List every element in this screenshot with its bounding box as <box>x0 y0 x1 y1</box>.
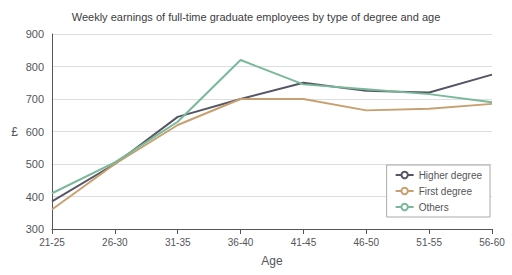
svg-text:41-45: 41-45 <box>291 237 317 248</box>
svg-text:46-50: 46-50 <box>353 237 379 248</box>
svg-text:36-40: 36-40 <box>228 237 254 248</box>
svg-text:56-60: 56-60 <box>479 237 505 248</box>
svg-text:31-35: 31-35 <box>165 237 191 248</box>
svg-text:Age: Age <box>261 254 283 268</box>
svg-text:Higher degree: Higher degree <box>419 170 483 181</box>
svg-text:900: 900 <box>26 28 44 40</box>
svg-text:26-30: 26-30 <box>102 237 128 248</box>
svg-text:400: 400 <box>26 191 44 203</box>
svg-text:800: 800 <box>26 61 44 73</box>
svg-text:Others: Others <box>419 202 449 213</box>
svg-text:Weekly earnings of full-time g: Weekly earnings of full-time graduate em… <box>72 11 441 23</box>
svg-text:600: 600 <box>26 126 44 138</box>
svg-text:51-55: 51-55 <box>416 237 442 248</box>
svg-text:21-25: 21-25 <box>39 237 65 248</box>
svg-text:First degree: First degree <box>419 186 473 197</box>
svg-text:700: 700 <box>26 93 44 105</box>
svg-text:£: £ <box>11 125 18 139</box>
svg-text:300: 300 <box>26 223 44 235</box>
svg-text:500: 500 <box>26 158 44 170</box>
